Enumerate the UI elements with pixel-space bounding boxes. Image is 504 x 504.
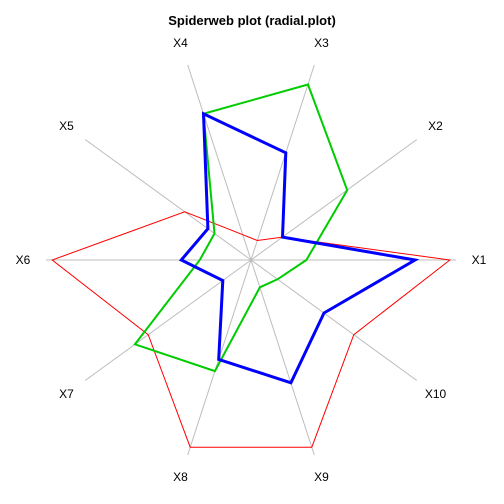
series-3-polygon [178, 111, 420, 385]
spoke-x9 [250, 259, 315, 456]
axis-label-x5: X5 [59, 119, 74, 133]
axis-label-x10: X10 [425, 387, 447, 401]
series-group [51, 83, 452, 448]
axis-label-x6: X6 [16, 253, 31, 267]
spoke-x2 [250, 139, 418, 261]
series-2-polygon [133, 83, 349, 373]
spoke-x3 [250, 64, 315, 261]
series-1-polygon [51, 211, 452, 448]
axis-label-x4: X4 [173, 36, 188, 50]
axis-label-x8: X8 [173, 470, 188, 484]
spoke-x5 [84, 139, 252, 261]
axis-label-x3: X3 [314, 36, 329, 50]
axis-label-x7: X7 [59, 387, 74, 401]
chart-title: Spiderweb plot (radial.plot) [168, 13, 336, 28]
spoke-x10 [250, 259, 418, 381]
axis-label-x2: X2 [428, 119, 443, 133]
axis-label-x1: X1 [472, 253, 487, 267]
spoke-group [46, 64, 456, 456]
axis-label-group: X1 X2 X3 X4 X5 X6 X7 X8 X9 X10 [16, 36, 487, 484]
spoke-x4 [187, 64, 252, 261]
axis-label-x9: X9 [314, 470, 329, 484]
